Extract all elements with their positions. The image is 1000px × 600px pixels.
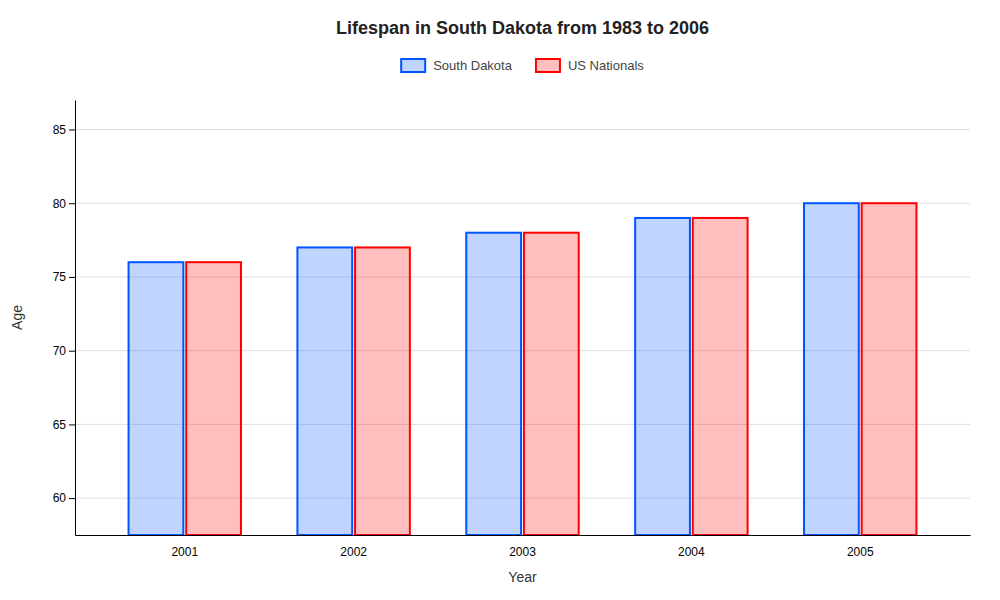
bar <box>355 247 410 535</box>
bar <box>186 262 241 535</box>
y-tick-label: 80 <box>53 197 67 211</box>
y-axis-line <box>75 101 76 536</box>
x-axis-title: Year <box>508 569 537 585</box>
y-tick-label: 85 <box>53 123 67 137</box>
y-axis: 60 65 70 75 80 85 <box>53 101 76 536</box>
x-tick: 2003 <box>509 545 536 559</box>
y-tick: 75 <box>53 270 75 284</box>
y-tick-mark <box>69 203 75 204</box>
bar-series <box>129 203 859 535</box>
y-tick: 80 <box>53 197 75 211</box>
y-tick-label: 70 <box>53 344 67 358</box>
y-axis-title: Age <box>9 305 25 330</box>
title: Lifespan in South Dakota from 1983 to 20… <box>336 18 709 38</box>
legend-label: US Nationals <box>568 58 644 73</box>
y-tick-mark <box>69 351 75 352</box>
x-tick: 2002 <box>340 545 367 559</box>
bar <box>862 203 917 535</box>
x-tick: 2001 <box>171 545 198 559</box>
y-tick: 60 <box>53 491 75 505</box>
bar <box>466 233 521 535</box>
y-tick-label: 75 <box>53 270 67 284</box>
bar-series <box>186 203 916 535</box>
y-tick-mark <box>69 424 75 425</box>
legend-label: South Dakota <box>433 58 513 73</box>
legend-item: South Dakota <box>401 58 513 73</box>
bar <box>524 233 579 535</box>
x-tick-label: 2005 <box>847 545 874 559</box>
y-tick-mark <box>69 277 75 278</box>
legend-item: US Nationals <box>536 58 644 73</box>
y-tick-label: 65 <box>53 418 67 432</box>
bar <box>129 262 184 535</box>
y-tick: 70 <box>53 344 75 358</box>
y-tick-mark <box>69 498 75 499</box>
bar <box>635 218 690 535</box>
y-tick: 65 <box>53 418 75 432</box>
x-axis-line <box>76 535 971 536</box>
plot: 2001 2002 2003 2004 2005 60 65 70 75 80 85 <box>53 101 971 560</box>
x-axis: 2001 2002 2003 2004 2005 <box>76 536 971 560</box>
grid-line <box>75 129 970 130</box>
chart: 2001 2002 2003 2004 2005 60 65 70 75 80 85 Year Age L… <box>0 0 1000 600</box>
marks <box>129 203 917 535</box>
bar <box>693 218 748 535</box>
y-tick-label: 60 <box>53 491 67 505</box>
bar <box>297 247 352 535</box>
legend-swatch <box>536 59 560 72</box>
x-tick: 2005 <box>847 545 874 559</box>
x-tick-label: 2002 <box>340 545 367 559</box>
x-tick-label: 2001 <box>171 545 198 559</box>
y-tick: 85 <box>53 123 75 137</box>
legend: South Dakota US Nationals <box>401 58 644 73</box>
x-tick-label: 2003 <box>509 545 536 559</box>
x-tick-label: 2004 <box>678 545 705 559</box>
x-tick: 2004 <box>678 545 705 559</box>
bar <box>804 203 859 535</box>
legend-swatch <box>401 59 425 72</box>
y-tick-mark <box>69 129 75 130</box>
